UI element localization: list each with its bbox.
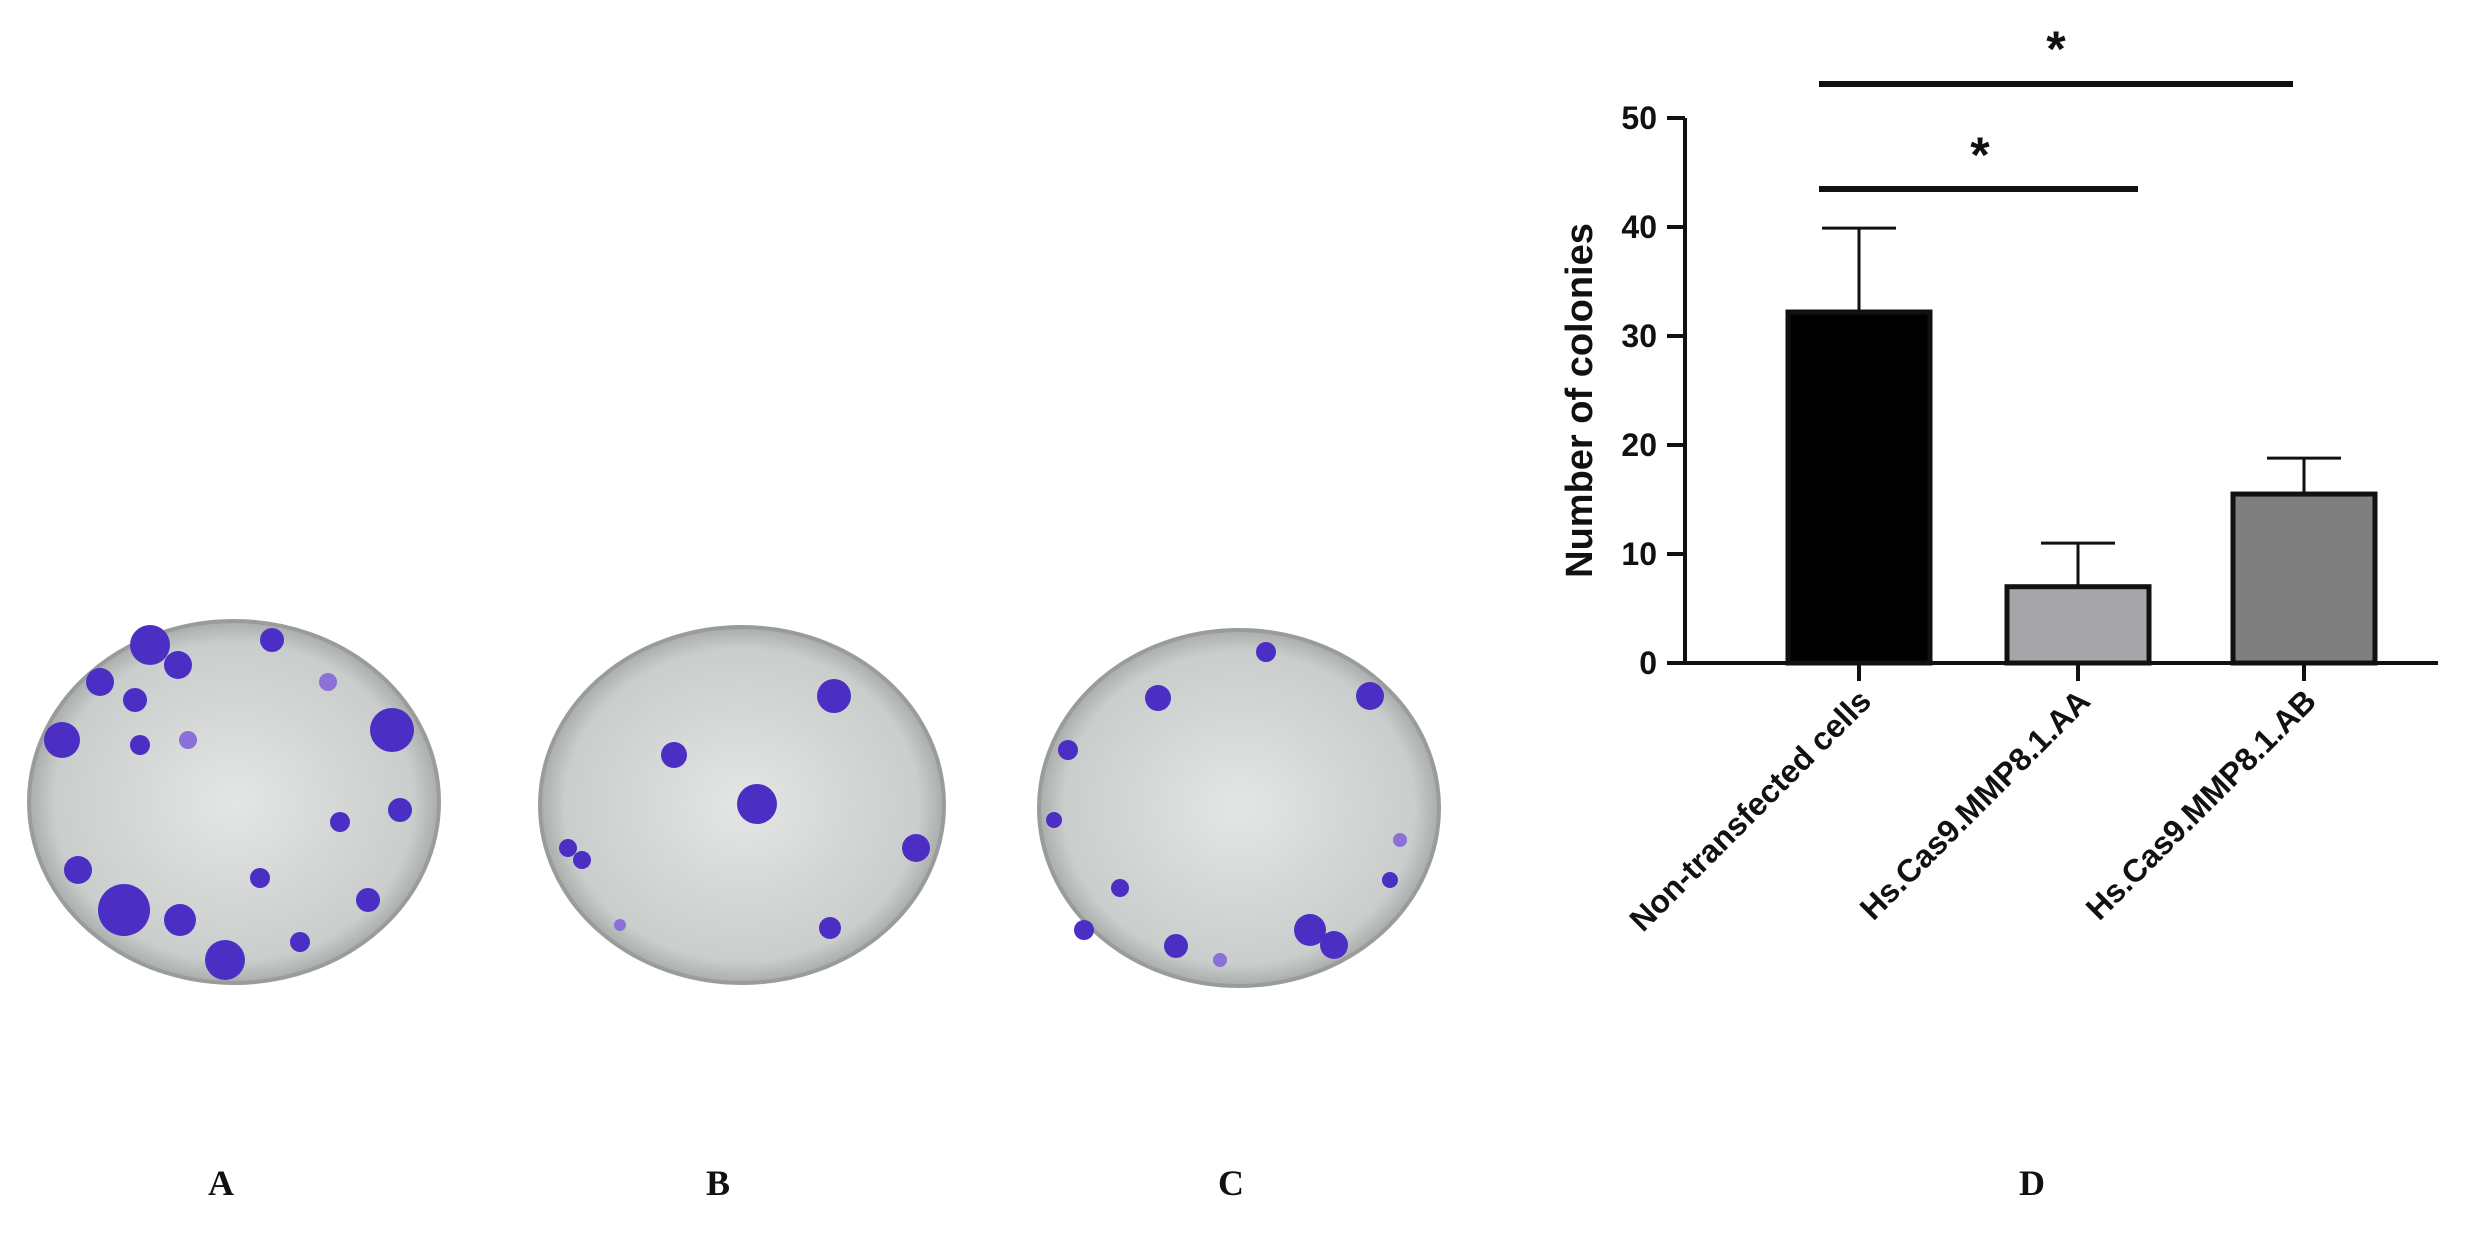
bar-chart: 0 10 20 30 40 50 Number of colonies Non-transfe…: [1559, 21, 2438, 938]
panel-labels: A B C D: [208, 1163, 2045, 1203]
y-tick-label: 0: [1639, 645, 1657, 681]
y-tick-label: 30: [1621, 318, 1657, 354]
panel-label: C: [1218, 1163, 1244, 1203]
panel-label: D: [2019, 1163, 2045, 1203]
significance-star: *: [1970, 127, 1990, 183]
panel-label: A: [208, 1163, 234, 1203]
y-tick-label: 40: [1621, 209, 1657, 245]
panel-label: B: [706, 1163, 730, 1203]
plate-b: [538, 625, 946, 985]
y-axis-label: Number of colonies: [1559, 223, 1601, 578]
y-tick-label: 20: [1621, 427, 1657, 463]
x-tick-label: Hs.Cas9.MMP8.1.AB: [2079, 682, 2323, 926]
plate-a: [27, 619, 441, 985]
y-tick-label: 10: [1621, 536, 1657, 572]
bar: [2004, 584, 2152, 666]
x-tick-label: Non-transfected cells: [1622, 682, 1878, 938]
bar: [1785, 309, 1933, 666]
y-tick-label: 50: [1621, 100, 1657, 136]
plate-c: [1037, 628, 1441, 988]
bar: [2230, 491, 2378, 666]
significance-star: *: [2046, 21, 2066, 77]
x-tick-label: Hs.Cas9.MMP8.1.AA: [1853, 682, 2097, 926]
